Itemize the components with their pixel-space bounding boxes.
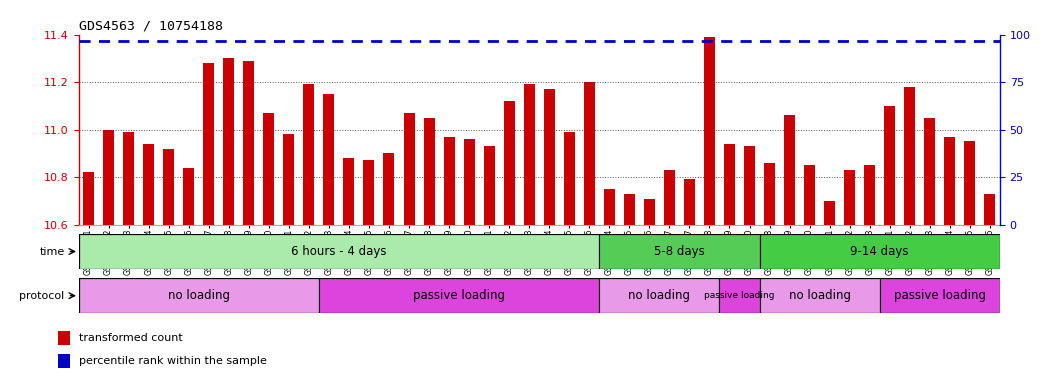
- Text: protocol: protocol: [19, 291, 65, 301]
- Text: no loading: no loading: [168, 289, 229, 302]
- Bar: [744, 146, 755, 225]
- Bar: [759, 278, 879, 313]
- Bar: [599, 278, 719, 313]
- Bar: [319, 278, 599, 313]
- Bar: [604, 189, 615, 225]
- Bar: [424, 118, 435, 225]
- Bar: [243, 61, 254, 225]
- Text: passive loading: passive loading: [705, 291, 775, 300]
- Bar: [704, 37, 715, 225]
- Bar: [944, 137, 955, 225]
- Bar: [584, 82, 595, 225]
- Bar: [684, 179, 695, 225]
- Bar: [925, 118, 935, 225]
- Bar: [964, 141, 976, 225]
- Text: no loading: no loading: [788, 289, 850, 302]
- Bar: [723, 144, 735, 225]
- Bar: [719, 278, 759, 313]
- Bar: [58, 331, 70, 346]
- Bar: [764, 163, 775, 225]
- Bar: [58, 354, 70, 368]
- Bar: [284, 134, 294, 225]
- Bar: [563, 132, 575, 225]
- Bar: [223, 58, 235, 225]
- Text: 9-14 days: 9-14 days: [850, 245, 909, 258]
- Text: 6 hours - 4 days: 6 hours - 4 days: [291, 245, 386, 258]
- Bar: [464, 139, 474, 225]
- Bar: [624, 194, 634, 225]
- Text: no loading: no loading: [628, 289, 690, 302]
- Bar: [804, 165, 816, 225]
- Bar: [599, 234, 759, 269]
- Bar: [203, 63, 215, 225]
- Bar: [124, 132, 134, 225]
- Bar: [343, 158, 355, 225]
- Bar: [484, 146, 494, 225]
- Text: percentile rank within the sample: percentile rank within the sample: [79, 356, 266, 366]
- Bar: [524, 84, 535, 225]
- Text: passive loading: passive loading: [414, 289, 505, 302]
- Bar: [905, 87, 915, 225]
- Bar: [79, 234, 599, 269]
- Text: GDS4563 / 10754188: GDS4563 / 10754188: [79, 19, 223, 32]
- Bar: [885, 106, 895, 225]
- Bar: [824, 201, 836, 225]
- Text: time: time: [39, 247, 65, 257]
- Bar: [403, 113, 415, 225]
- Bar: [83, 172, 94, 225]
- Text: passive loading: passive loading: [894, 289, 986, 302]
- Bar: [664, 170, 675, 225]
- Bar: [784, 115, 795, 225]
- Bar: [383, 153, 395, 225]
- Bar: [143, 144, 154, 225]
- Bar: [644, 199, 654, 225]
- Bar: [163, 149, 174, 225]
- Bar: [864, 165, 875, 225]
- Bar: [263, 113, 274, 225]
- Text: transformed count: transformed count: [79, 333, 182, 343]
- Bar: [984, 194, 996, 225]
- Bar: [543, 89, 555, 225]
- Bar: [103, 129, 114, 225]
- Bar: [444, 137, 454, 225]
- Bar: [304, 84, 314, 225]
- Text: 5-8 days: 5-8 days: [654, 245, 705, 258]
- Bar: [879, 278, 1000, 313]
- Bar: [759, 234, 1000, 269]
- Bar: [844, 170, 855, 225]
- Bar: [183, 167, 194, 225]
- Bar: [504, 101, 515, 225]
- Bar: [79, 278, 319, 313]
- Bar: [363, 161, 375, 225]
- Bar: [324, 94, 334, 225]
